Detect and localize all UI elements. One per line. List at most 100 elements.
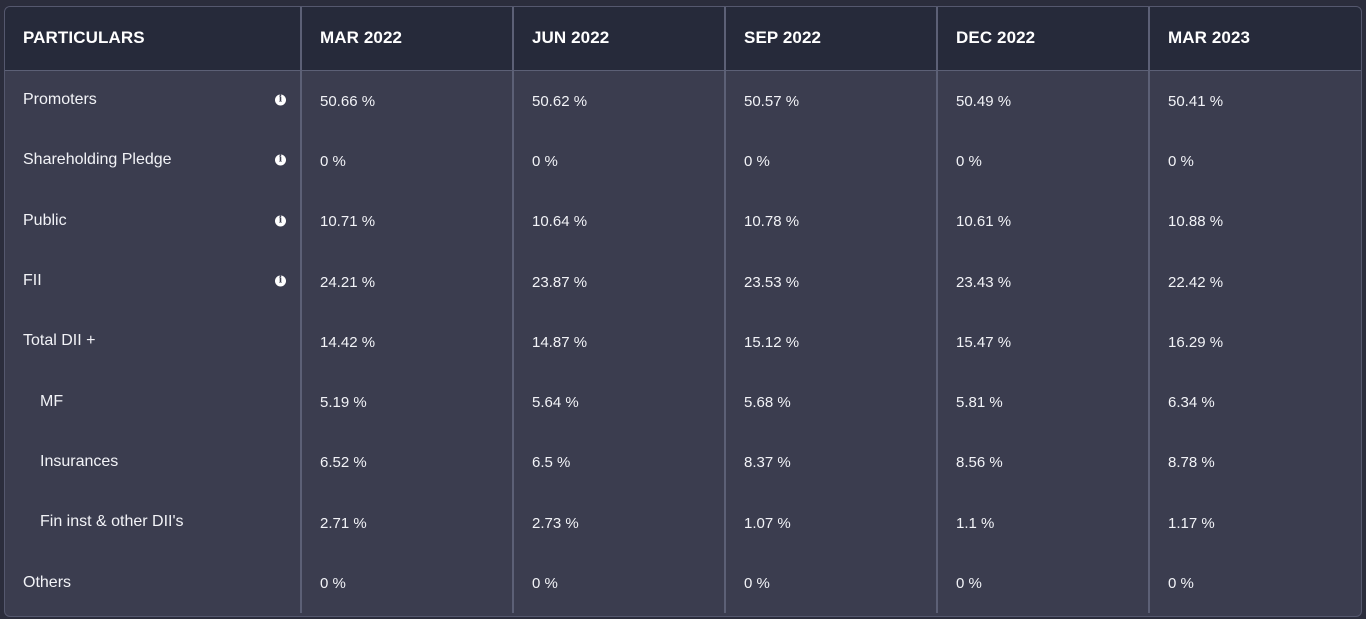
value-cell: 14.87 % xyxy=(512,311,725,372)
value-cell: 10.64 % xyxy=(512,190,725,251)
cell-value: 0 % xyxy=(744,152,770,170)
value-cell: 50.62 % xyxy=(512,70,725,131)
cell-value: 10.64 % xyxy=(532,213,588,231)
value-cell: 0 % xyxy=(300,552,513,613)
value-cell: 0 % xyxy=(512,130,725,191)
cell-value: 5.19 % xyxy=(320,394,367,412)
cell-value: 23.43 % xyxy=(956,273,1012,291)
column-header-period: DEC 2022 xyxy=(936,7,1149,71)
value-cell: 6.34 % xyxy=(1148,371,1361,432)
info-icon[interactable]: i xyxy=(275,94,286,106)
value-cell: 5.64 % xyxy=(512,371,725,432)
cell-value: 0 % xyxy=(1168,152,1194,170)
table-body: Promoters i 50.66 % 50.62 % 50.57 % 50.49 % 50… xyxy=(5,70,1361,613)
cell-value: 0 % xyxy=(320,152,346,170)
value-cell: 23.87 % xyxy=(512,250,725,312)
row-label-cell: Promoters i xyxy=(5,70,301,130)
cell-value: 6.34 % xyxy=(1168,394,1215,412)
cell-value: 10.88 % xyxy=(1168,213,1224,231)
cell-value: 8.56 % xyxy=(956,454,1003,472)
value-cell: 14.42 % xyxy=(300,311,513,372)
table-row: Public i 10.71 % 10.64 % 10.78 % 10.61 % 10.88… xyxy=(5,190,1361,251)
cell-value: 0 % xyxy=(956,575,982,593)
value-cell: 1.07 % xyxy=(724,492,937,553)
value-cell: 0 % xyxy=(1148,552,1361,613)
value-cell: 5.68 % xyxy=(724,371,937,432)
cell-value: 15.47 % xyxy=(956,333,1012,351)
row-label-cell: Total DII + xyxy=(5,311,301,371)
cell-value: 16.29 % xyxy=(1168,333,1224,351)
cell-value: 23.87 % xyxy=(532,273,588,291)
value-cell: 0 % xyxy=(936,130,1149,191)
row-label: Promoters xyxy=(23,91,97,109)
value-cell: 10.88 % xyxy=(1148,190,1361,251)
info-icon[interactable]: i xyxy=(275,154,286,166)
column-header-particulars: PARTICULARS xyxy=(5,7,301,71)
cell-value: 1.1 % xyxy=(956,514,995,532)
value-cell: 2.73 % xyxy=(512,492,725,553)
table-row: Insurances 6.52 % 6.5 % 8.37 % 8.56 % 8.78 % xyxy=(5,431,1361,493)
cell-value: 23.53 % xyxy=(744,273,800,291)
value-cell: 8.56 % xyxy=(936,431,1149,493)
cell-value: 50.49 % xyxy=(956,92,1012,110)
value-cell: 15.12 % xyxy=(724,311,937,372)
value-cell: 23.43 % xyxy=(936,250,1149,312)
cell-value: 5.81 % xyxy=(956,394,1003,412)
cell-value: 0 % xyxy=(956,152,982,170)
row-label-cell: FII i xyxy=(5,251,301,311)
column-header-period: MAR 2023 xyxy=(1148,7,1361,71)
cell-value: 22.42 % xyxy=(1168,273,1224,291)
row-label-cell: MF xyxy=(5,371,301,431)
info-icon[interactable]: i xyxy=(275,215,286,227)
value-cell: 0 % xyxy=(300,130,513,191)
cell-value: 2.71 % xyxy=(320,514,367,532)
value-cell: 2.71 % xyxy=(300,492,513,553)
cell-value: 14.87 % xyxy=(532,333,588,351)
value-cell: 15.47 % xyxy=(936,311,1149,372)
value-cell: 5.19 % xyxy=(300,371,513,432)
cell-value: 15.12 % xyxy=(744,333,800,351)
row-label: Fin inst & other DII's xyxy=(40,513,184,531)
cell-value: 0 % xyxy=(532,575,558,593)
value-cell: 5.81 % xyxy=(936,371,1149,432)
cell-value: 0 % xyxy=(320,575,346,593)
column-header-period: SEP 2022 xyxy=(724,7,937,71)
row-label: Insurances xyxy=(40,452,119,470)
value-cell: 8.78 % xyxy=(1148,431,1361,493)
value-cell: 6.52 % xyxy=(300,431,513,493)
value-cell: 22.42 % xyxy=(1148,250,1361,312)
row-label: Public xyxy=(23,211,67,229)
table-row: Promoters i 50.66 % 50.62 % 50.57 % 50.49 % 50… xyxy=(5,70,1361,131)
cell-value: 10.61 % xyxy=(956,213,1012,231)
column-header-period: MAR 2022 xyxy=(300,7,513,71)
cell-value: 1.07 % xyxy=(744,514,791,532)
cell-value: 0 % xyxy=(532,152,558,170)
cell-value: 0 % xyxy=(744,575,770,593)
cell-value: 10.71 % xyxy=(320,213,376,231)
value-cell: 0 % xyxy=(512,552,725,613)
cell-value: 8.78 % xyxy=(1168,454,1215,472)
cell-value: 50.57 % xyxy=(744,92,800,110)
value-cell: 0 % xyxy=(724,130,937,191)
row-label-cell: Insurances xyxy=(5,432,301,492)
info-icon[interactable]: i xyxy=(275,275,286,287)
value-cell: 0 % xyxy=(936,552,1149,613)
value-cell: 1.17 % xyxy=(1148,492,1361,553)
table-header-row: PARTICULARS MAR 2022 JUN 2022 SEP 2022 D… xyxy=(5,7,1361,71)
row-label-cell: Fin inst & other DII's xyxy=(5,492,301,552)
cell-value: 50.62 % xyxy=(532,92,588,110)
cell-value: 2.73 % xyxy=(532,514,579,532)
cell-value: 6.5 % xyxy=(532,454,571,472)
value-cell: 8.37 % xyxy=(724,431,937,493)
value-cell: 16.29 % xyxy=(1148,311,1361,372)
cell-value: 14.42 % xyxy=(320,333,376,351)
value-cell: 24.21 % xyxy=(300,250,513,312)
row-label: Shareholding Pledge xyxy=(23,151,172,169)
cell-value: 50.66 % xyxy=(320,92,376,110)
row-label: FII xyxy=(23,272,42,290)
row-label: Total DII + xyxy=(23,332,96,350)
cell-value: 50.41 % xyxy=(1168,92,1224,110)
shareholding-table: PARTICULARS MAR 2022 JUN 2022 SEP 2022 D… xyxy=(5,7,1361,613)
cell-value: 5.64 % xyxy=(532,394,579,412)
value-cell: 10.78 % xyxy=(724,190,937,251)
